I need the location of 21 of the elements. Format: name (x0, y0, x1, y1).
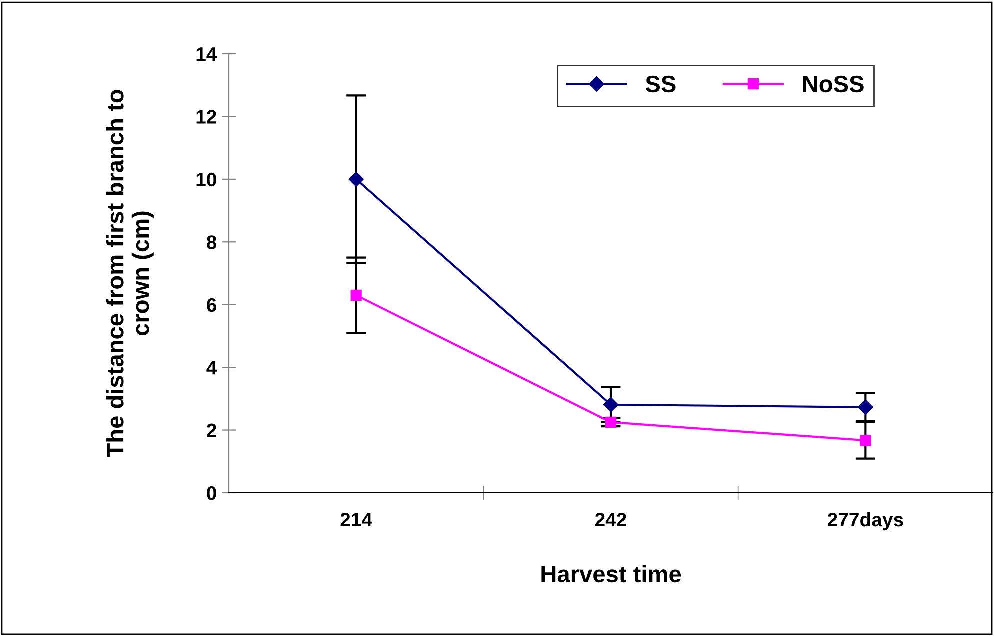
y-tick-label: 10 (196, 172, 216, 187)
point (603, 397, 619, 412)
x-tick-label: 214 (340, 512, 372, 527)
point (605, 416, 617, 428)
legend-label: SS (646, 76, 676, 93)
point (858, 400, 874, 415)
y-tick-label: 8 (207, 236, 217, 250)
x-tick-label: 277days (828, 512, 904, 531)
legend-label: NoSS (803, 76, 864, 93)
point (860, 435, 872, 446)
y-tick-label: 12 (196, 110, 216, 124)
y-tick-label: 0 (207, 486, 216, 500)
y-tick-label: 4 (206, 361, 218, 375)
y-tick-label: 14 (196, 48, 218, 62)
y-tick-label: 2 (207, 424, 216, 438)
x-axis-title: Harvest time (542, 565, 682, 583)
y-tick-label: 6 (207, 298, 216, 312)
point (350, 290, 362, 302)
x-tick-label: 242 (595, 512, 626, 527)
y-axis-title: The distance from first branch to crown (cm) (106, 90, 154, 458)
point (348, 172, 364, 187)
